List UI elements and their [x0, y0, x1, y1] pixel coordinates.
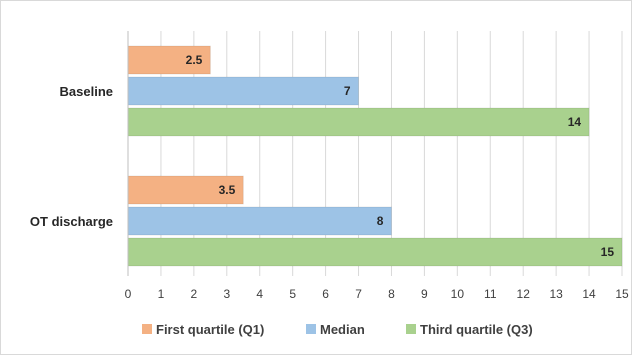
- legend-label-2: Median: [320, 322, 365, 337]
- data-label-baseline-2: 7: [344, 84, 351, 98]
- data-label-ot-discharge-2: 8: [377, 214, 384, 228]
- bar-ot-discharge-2: [127, 206, 392, 236]
- x-tick-label-14: 14: [582, 287, 596, 301]
- bar-ot-discharge-1: [127, 175, 244, 205]
- x-tick-label-8: 8: [388, 287, 395, 301]
- x-tick-label-10: 10: [451, 287, 465, 301]
- x-tick-label-5: 5: [289, 287, 296, 301]
- legend-label-3: Third quartile (Q3): [420, 322, 533, 337]
- category-label-baseline: Baseline: [60, 84, 113, 99]
- data-label-baseline-3: 14: [568, 115, 582, 129]
- x-tick-label-12: 12: [517, 287, 531, 301]
- x-tick-label-0: 0: [125, 287, 132, 301]
- x-tick-label-6: 6: [322, 287, 329, 301]
- category-label-ot-discharge: OT discharge: [30, 214, 113, 229]
- bar-ot-discharge-3: [127, 237, 623, 267]
- legend-swatch-2: [306, 324, 316, 334]
- x-tick-label-15: 15: [615, 287, 629, 301]
- x-tick-label-1: 1: [158, 287, 165, 301]
- legend-swatch-1: [142, 324, 152, 334]
- bar-baseline-3: [127, 107, 590, 137]
- x-tick-label-7: 7: [355, 287, 362, 301]
- bar-baseline-1: [127, 45, 211, 75]
- data-label-baseline-1: 2.5: [186, 53, 203, 67]
- x-tick-label-13: 13: [549, 287, 563, 301]
- bar-baseline-2: [127, 76, 360, 106]
- x-tick-label-11: 11: [484, 287, 497, 301]
- legend-label-1: First quartile (Q1): [156, 322, 264, 337]
- x-tick-label-3: 3: [223, 287, 230, 301]
- data-label-ot-discharge-1: 3.5: [219, 183, 236, 197]
- x-tick-label-9: 9: [421, 287, 428, 301]
- legend-swatch-3: [406, 324, 416, 334]
- x-tick-label-2: 2: [191, 287, 198, 301]
- data-label-ot-discharge-3: 15: [601, 245, 615, 259]
- x-tick-label-4: 4: [256, 287, 263, 301]
